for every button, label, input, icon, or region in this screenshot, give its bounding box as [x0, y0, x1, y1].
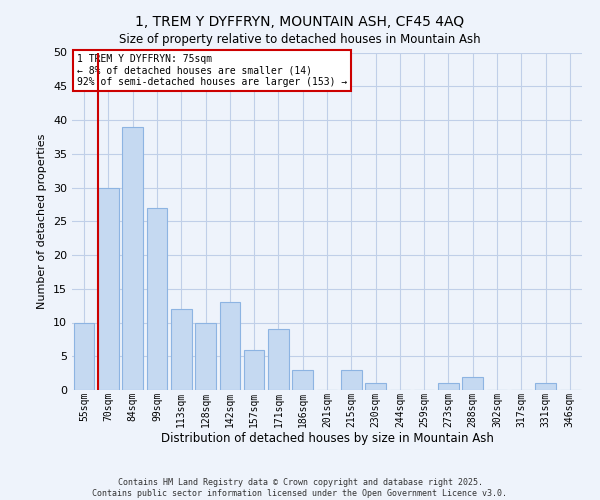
Bar: [438, 383, 459, 390]
Bar: [146, 208, 167, 390]
Bar: [74, 322, 94, 390]
Bar: [122, 126, 143, 390]
Y-axis label: Number of detached properties: Number of detached properties: [37, 134, 47, 309]
Bar: [268, 329, 289, 390]
Text: 1, TREM Y DYFFRYN, MOUNTAIN ASH, CF45 4AQ: 1, TREM Y DYFFRYN, MOUNTAIN ASH, CF45 4A…: [136, 15, 464, 29]
Bar: [535, 383, 556, 390]
Bar: [98, 188, 119, 390]
X-axis label: Distribution of detached houses by size in Mountain Ash: Distribution of detached houses by size …: [161, 432, 493, 445]
Bar: [292, 370, 313, 390]
Text: Size of property relative to detached houses in Mountain Ash: Size of property relative to detached ho…: [119, 32, 481, 46]
Text: 1 TREM Y DYFFRYN: 75sqm
← 8% of detached houses are smaller (14)
92% of semi-det: 1 TREM Y DYFFRYN: 75sqm ← 8% of detached…: [77, 54, 347, 88]
Bar: [341, 370, 362, 390]
Bar: [463, 376, 483, 390]
Text: Contains HM Land Registry data © Crown copyright and database right 2025.
Contai: Contains HM Land Registry data © Crown c…: [92, 478, 508, 498]
Bar: [365, 383, 386, 390]
Bar: [171, 309, 191, 390]
Bar: [244, 350, 265, 390]
Bar: [195, 322, 216, 390]
Bar: [220, 302, 240, 390]
